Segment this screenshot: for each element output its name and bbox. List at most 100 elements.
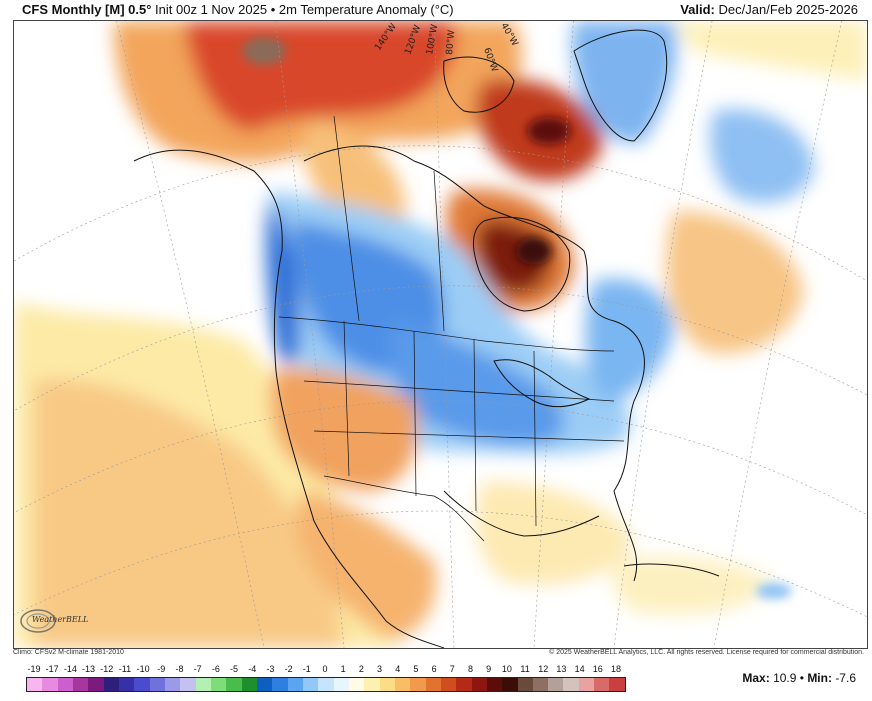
colorbar-swatch [364,678,380,691]
colorbar-swatch [548,678,564,691]
alaska-max-spot [242,37,286,65]
gulf-coast [443,490,600,537]
east-coast [303,145,645,582]
colorbar-tick-label: 11 [520,664,530,674]
state-line-6 [313,430,625,442]
north-atlantic-warm [665,211,804,354]
colorbar-swatch [57,678,73,691]
arctic-islands [443,56,515,113]
product-name: CFS Monthly [M] 0.5° [22,2,152,17]
graticule-lon-6 [713,21,843,648]
graticule-lon-1 [116,21,265,648]
plains-cold [390,321,565,445]
colorbar-swatch [471,678,487,691]
province-line-2 [433,170,445,332]
state-line-5 [303,380,615,402]
colorbar-swatch [348,678,365,691]
greenland [573,29,668,142]
baffin-max-spot [527,117,571,145]
cuba [623,563,720,577]
state-line-1 [343,320,350,477]
colorbar-swatch [578,678,595,691]
graticule-lat-2 [14,400,867,516]
colorbar-tick-label: -13 [82,664,96,674]
us-mexico-border [323,475,485,542]
map-canvas: 140°W 120°W 100°W 80°W 60°W 40°W [14,21,867,648]
borders [278,115,625,542]
colorbar-swatch [180,678,196,691]
max-min-summary: Max: 10.9 • Min: -7.6 [742,671,856,685]
colorbar-tick-label: -6 [211,664,220,674]
west-coast [133,149,445,648]
colorbar-swatch [594,678,610,691]
colorbar-tick-label: 14 [574,664,585,674]
colorbar-swatch [394,678,411,691]
colorbar-tick-label: -8 [175,664,184,674]
lon-label-80w: 80°W [445,30,457,56]
logo-swirl [20,609,56,633]
graticule [14,21,867,648]
map-title: CFS Monthly [M] 0.5° Init 00z 1 Nov 2025… [22,2,454,17]
colorbar-tick-label: -4 [248,664,257,674]
colorbar-tick-label: 5 [413,664,419,674]
colorbar-tick-label: -7 [193,664,202,674]
init-time: Init 00z 1 Nov 2025 [155,2,268,17]
graticule-lon-3 [434,21,455,648]
title-bar: CFS Monthly [M] 0.5° Init 00z 1 Nov 2025… [0,0,872,20]
anomaly-field [14,21,867,648]
anomaly-map: 140°W 120°W 100°W 80°W 60°W 40°W Weather… [13,20,868,649]
max-value: 10.9 [773,671,797,685]
graticule-lat-4 [14,145,867,282]
max-label: Max: [742,671,770,685]
colorbar-swatch [241,678,257,691]
colorbar-swatch [88,678,104,691]
caribbean-neutral [612,557,774,615]
us-canada-border [278,316,615,352]
weatherbell-logo: WeatherBELL [18,606,92,636]
colorbar-swatch [226,678,242,691]
colorbar-tick-label: 6 [431,664,437,674]
northeast-cold [585,278,674,401]
colorbar-tick-label: 10 [501,664,512,674]
state-line-3 [473,338,477,512]
colorbar-swatch [502,678,518,691]
colorbar-swatch [333,678,349,691]
colorbar-tick-labels: -19 -17 -14 -13 -12 -11 -10 -9 -8 -7 -6 -5 -4 -3 -2 -1 0… [26,664,626,676]
colorbar-tick-label: 9 [486,664,492,674]
colorbar-tick-label: 4 [395,664,401,674]
graticule-lat-3 [14,510,867,618]
colorbar-tick-label: -17 [45,664,59,674]
colorbar-tick-label: -2 [284,664,293,674]
anomaly-detail [242,37,792,599]
colorbar-swatch [318,678,334,691]
valid-period: Valid: Dec/Jan/Feb 2025-2026 [680,2,858,17]
logo-text: WeatherBELL [32,615,89,624]
colorbar-swatch [425,678,441,691]
colorbar-swatch [195,678,211,691]
colorbar-swatch [302,678,319,691]
maxmin-separator: • [799,671,804,685]
colorbar-swatch [456,678,472,691]
title-separator: • [270,2,276,17]
field-name: 2m Temperature Anomaly (°C) [278,2,454,17]
colorbar-swatch [72,678,89,691]
hudson-max-spot [516,237,552,265]
min-label: Min: [807,671,832,685]
colorbar-tick-label: 16 [592,664,603,674]
colorbar-swatch [563,678,579,691]
colorbar-swatch [410,678,426,691]
coastlines [133,29,720,648]
graticule-lon-2 [274,21,345,648]
credits: Climo: CFSv2 M-climate 1981-2010 © 2025 … [13,649,866,659]
colorbar-tick-label: 18 [610,664,622,674]
colorbar-tick-label: 1 [340,664,346,674]
colorbar-swatch [272,678,288,691]
colorbar-tick-label: -9 [157,664,166,674]
state-line-2 [413,330,417,497]
colorbar-swatch [440,678,457,691]
colorbar-swatch [287,678,303,691]
colorbar-tick-label: -14 [63,664,77,674]
colorbar-tick-label: 0 [322,664,328,674]
bahamas-cold-spot [756,583,792,599]
colorbar-swatch [134,678,150,691]
